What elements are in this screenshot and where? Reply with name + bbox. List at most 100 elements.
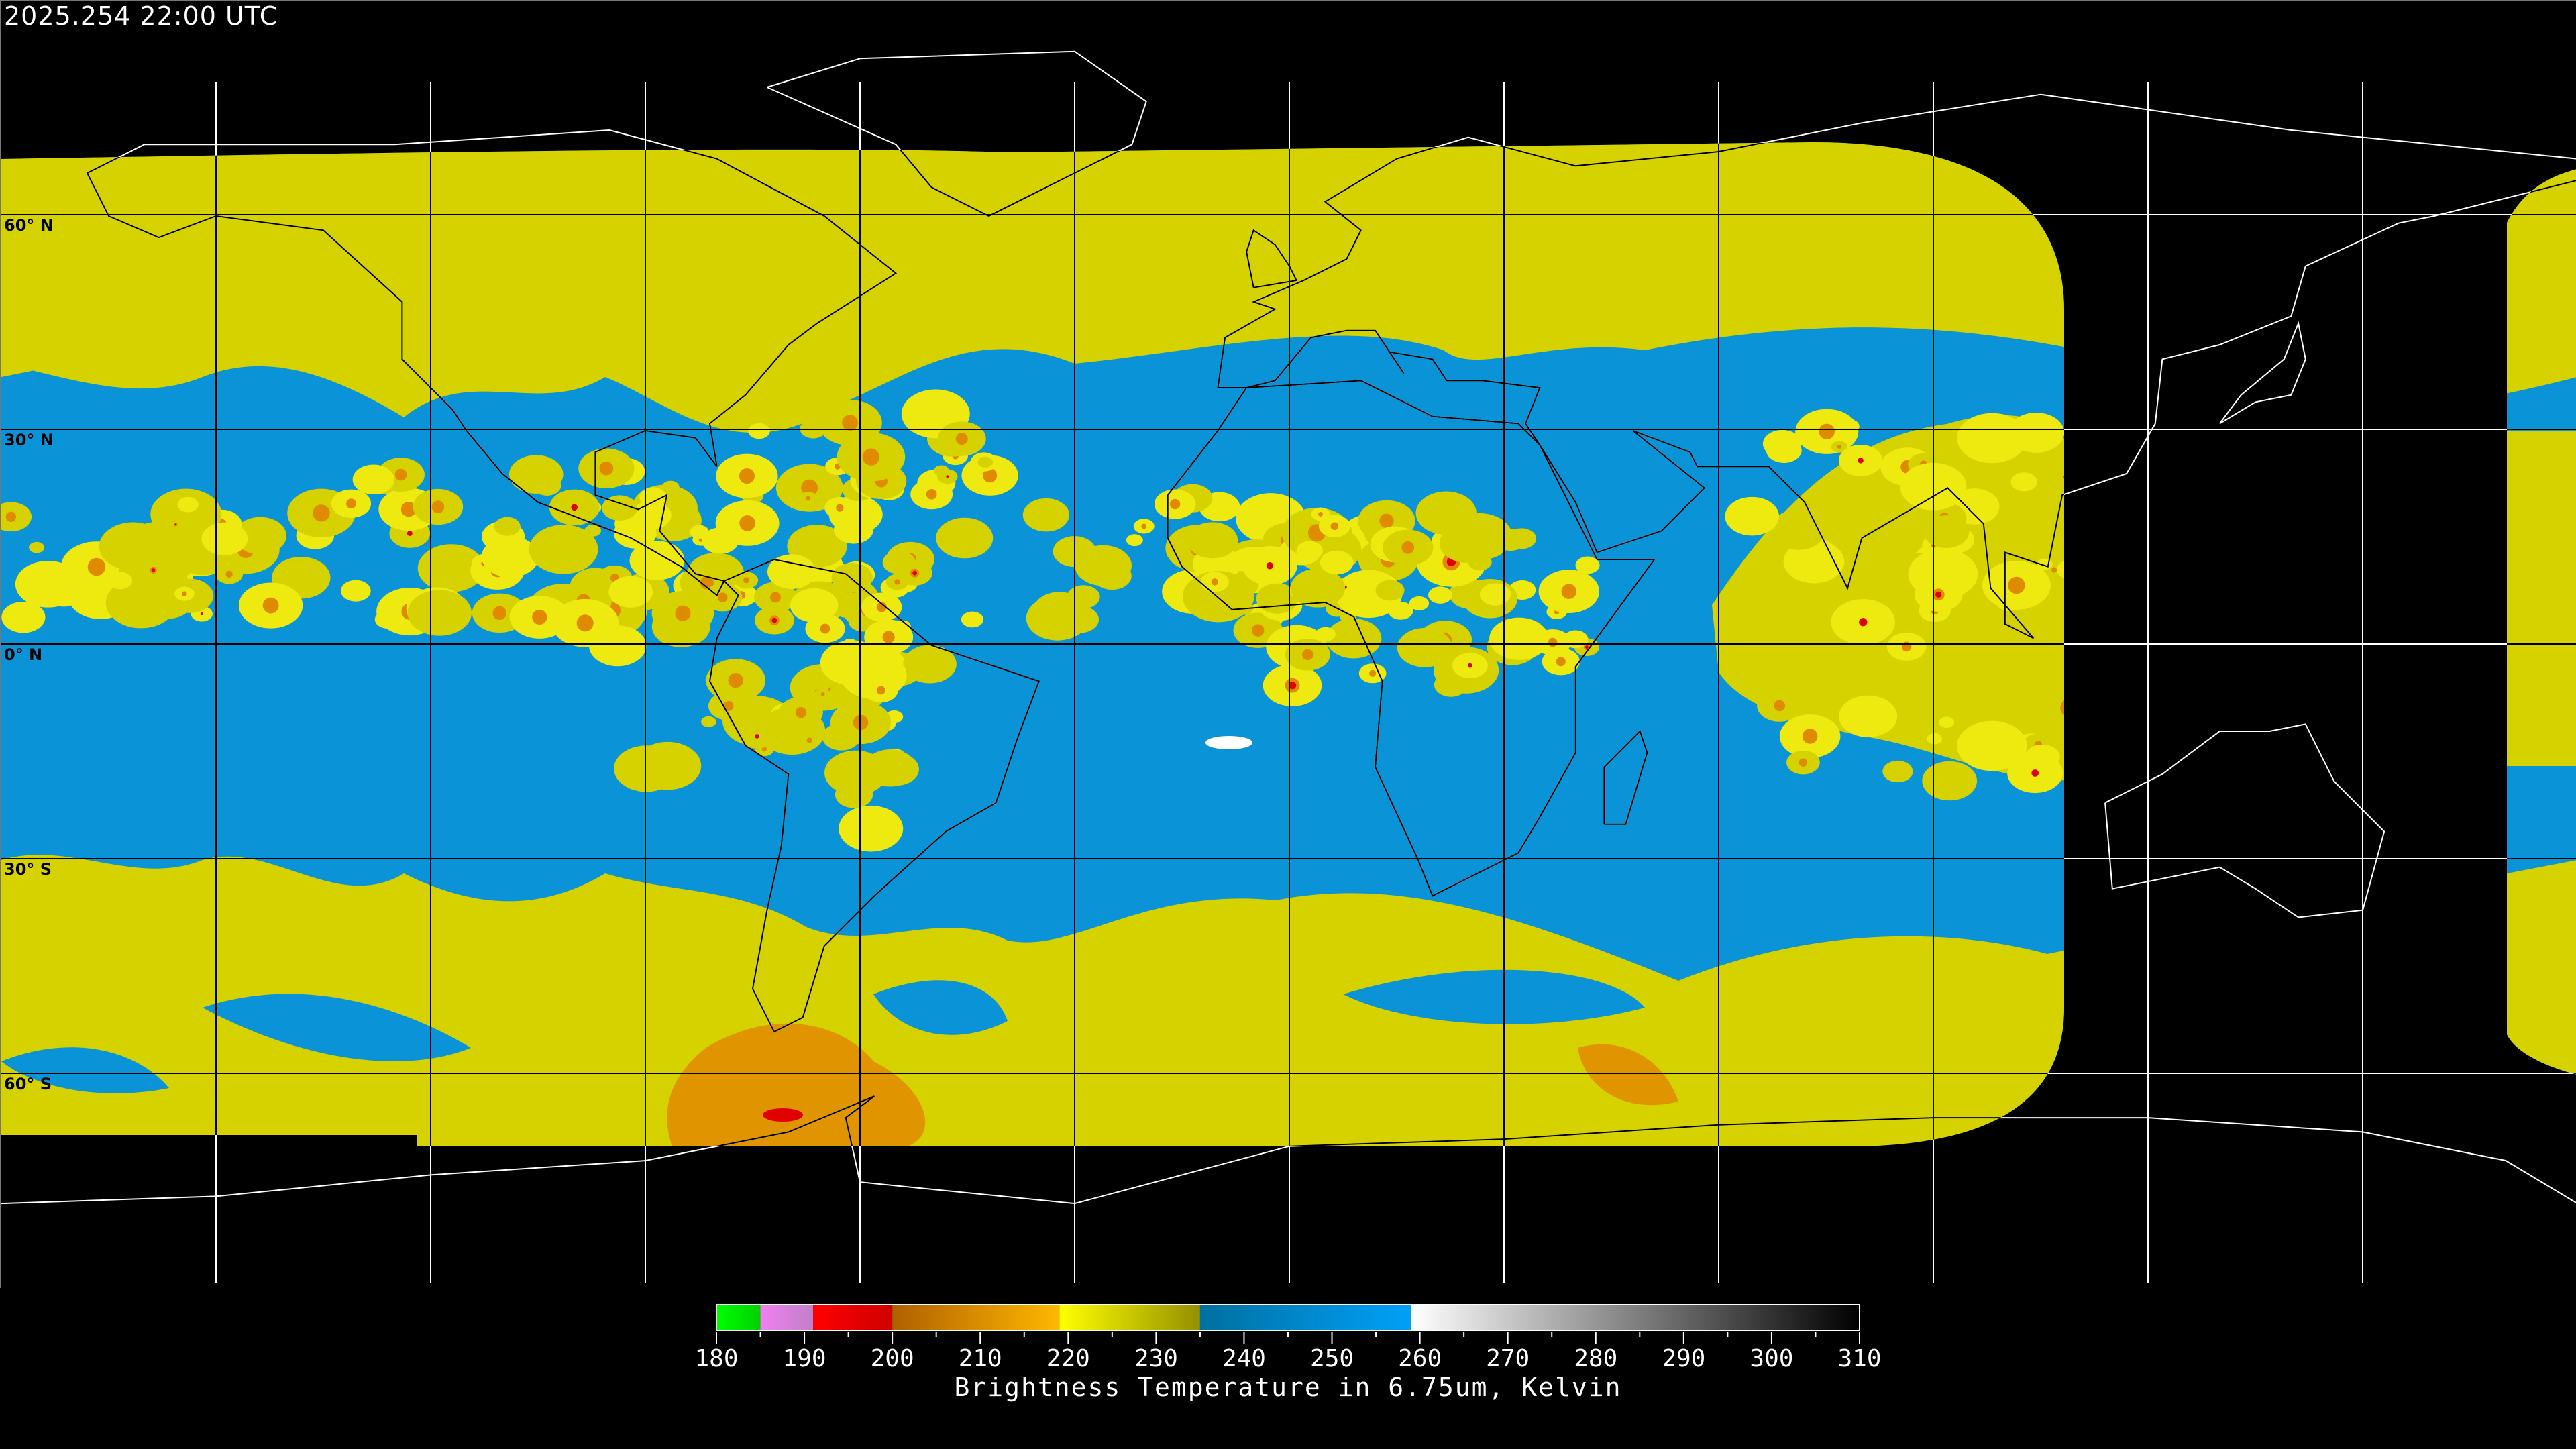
coastline-eurasia (1217, 142, 2576, 639)
coastline-japan (2218, 321, 2306, 425)
very-cold-cloud-top (1467, 663, 1472, 668)
colorbar-tick-label: 300 (1750, 1345, 1793, 1373)
convective-cloud (1434, 672, 1468, 697)
convective-cloud (1468, 553, 1492, 571)
convective-cloud (1882, 760, 1913, 783)
cold-cloud-top (1330, 522, 1339, 531)
convective-cloud (1927, 733, 1943, 745)
cold-cloud-top (675, 605, 691, 621)
convective-cloud (1957, 413, 2027, 464)
convective-cloud (1923, 515, 1970, 549)
very-cold-cloud-top (571, 504, 578, 511)
cold-cloud-top (801, 479, 818, 496)
cold-cloud-top (882, 631, 895, 643)
very-cold-cloud-top (174, 523, 177, 526)
colorbar-segment (716, 1305, 761, 1330)
convective-cloud (105, 578, 176, 629)
cold-cloud-top (853, 714, 869, 731)
convective-cloud (702, 527, 739, 554)
cold-cloud-top (492, 606, 507, 621)
lat-label-30s: 30° S (4, 860, 52, 879)
convective-cloud (1290, 568, 1346, 608)
colorbar-tick-label: 180 (694, 1345, 738, 1373)
cold-cloud-top (806, 496, 811, 501)
cold-cloud-top (1774, 700, 1786, 712)
very-cold-cloud-top (1585, 645, 1589, 649)
convective-cloud (831, 563, 873, 592)
convective-cloud (1375, 580, 1405, 601)
cold-cloud-top (769, 592, 781, 603)
cold-cloud-top (1318, 511, 1323, 517)
cold-cloud-top (1369, 669, 1377, 677)
cold-cloud-top (926, 488, 937, 500)
convective-cloud (1033, 592, 1086, 630)
convective-cloud (748, 423, 770, 439)
convective-cloud (1778, 586, 1832, 625)
convective-cloud (834, 515, 874, 544)
colorbar-tick-label: 310 (1837, 1345, 1881, 1373)
convective-cloud (29, 541, 45, 553)
lat-label-30n: 30° N (4, 431, 54, 449)
cold-cloud-top (1252, 624, 1265, 637)
convective-cloud (903, 645, 957, 684)
coastline-great-britain (1246, 229, 1298, 288)
convective-cloud (864, 749, 916, 787)
convective-cloud (417, 544, 485, 592)
convective-cloud (177, 496, 199, 513)
convective-cloud (201, 522, 248, 555)
convective-cloud (1985, 521, 2012, 540)
very-cold-cloud-top (1935, 591, 1942, 598)
very-cold-cloud-top (2031, 769, 2039, 777)
convective-cloud (602, 495, 638, 521)
very-cold-cloud-top (407, 531, 413, 536)
coastline-madagascar (1603, 730, 1648, 825)
convective-cloud (1839, 695, 1898, 737)
convective-cloud (2025, 744, 2060, 769)
convective-cloud (790, 588, 839, 623)
convective-cloud (1725, 496, 1779, 536)
colorbar-tick-label: 200 (871, 1345, 914, 1373)
cold-cloud-top (876, 602, 887, 612)
cold-cloud-top (894, 579, 900, 585)
cold-cloud-top (2051, 567, 2057, 573)
cold-cloud-top (1802, 729, 1818, 744)
convective-cloud (977, 456, 994, 468)
warm-spot (1205, 736, 1252, 749)
cold-cloud-top (820, 692, 825, 696)
very-cold-cloud-top (912, 570, 918, 576)
convective-cloud (508, 455, 564, 494)
very-cold-cloud-top (755, 734, 759, 739)
cold-cloud-top (431, 500, 445, 513)
convective-cloud (1093, 561, 1132, 590)
colorbar-segment (892, 1305, 1060, 1330)
very-cold-cloud-top (1859, 618, 1868, 627)
very-cold-cloud-top (771, 617, 777, 623)
cold-cloud-top (1379, 513, 1394, 528)
convective-cloud (1296, 541, 1323, 560)
convective-cloud (822, 722, 861, 751)
convective-cloud (961, 611, 984, 628)
very-cold-cloud-top (1288, 681, 1297, 690)
satellite-map (0, 0, 2576, 1289)
very-cold-cloud-top (763, 1108, 803, 1122)
cold-cloud-top (700, 576, 714, 590)
cold-cloud-top (723, 700, 734, 711)
colorbar-tick-label: 250 (1310, 1345, 1354, 1373)
convective-cloud (629, 541, 685, 580)
very-cold-cloud-top (1858, 458, 1864, 464)
convective-cloud (1562, 630, 1589, 649)
cold-cloud-top (1799, 758, 1808, 767)
convective-cloud (1507, 528, 1537, 549)
cold-cloud-top (1401, 541, 1415, 554)
cold-cloud-top (820, 623, 830, 634)
cold-cloud-top (1837, 444, 1841, 449)
dry-slots (1, 969, 1645, 1093)
cold-cloud-top (1169, 498, 1181, 510)
cold-cloud-top (743, 577, 749, 584)
timestamp: 2025.254 22:00 UTC (4, 1, 278, 31)
convective-cloud (936, 517, 994, 559)
cold-cloud-top (1211, 578, 1219, 586)
convective-cloud (15, 560, 81, 608)
cold-cloud-top (1561, 584, 1577, 599)
cold-cloud-top (394, 468, 407, 481)
